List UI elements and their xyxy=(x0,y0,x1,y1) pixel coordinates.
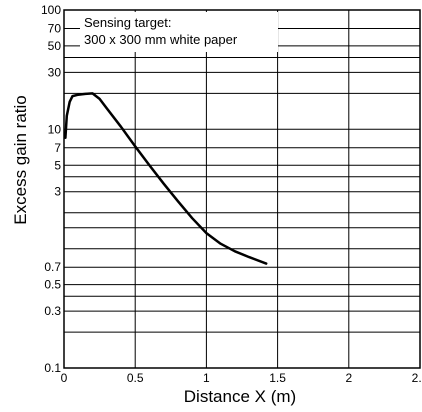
series-layer xyxy=(64,92,268,265)
x-tick-label: 2 xyxy=(345,371,352,385)
y-tick-label: 7 xyxy=(54,141,61,155)
x-tick-label: 0.5 xyxy=(127,371,144,385)
y-tick-label: 100 xyxy=(41,3,61,17)
plot-border xyxy=(63,9,421,369)
y-tick-label: 10 xyxy=(48,122,62,136)
annotation-line-1: Sensing target: xyxy=(84,15,171,30)
x-tick-label: 2.5 xyxy=(412,371,422,385)
plot-frame xyxy=(63,9,421,369)
y-tick-label: 0.1 xyxy=(44,361,61,375)
y-tick-label: 5 xyxy=(54,158,61,172)
tick-labels: 0 0.5 1 1.5 2 2.5 0.1 0.3 0.5 0.7 3 5 7 10 30 50 70 100 xyxy=(41,3,422,385)
y-tick-label: 0.3 xyxy=(44,304,61,318)
y-tick-label: 30 xyxy=(48,65,62,79)
grid-lines xyxy=(63,9,421,369)
y-tick-label: 50 xyxy=(48,39,62,53)
y-tick-label: 3 xyxy=(54,185,61,199)
y-axis-title: Excess gain ratio xyxy=(11,95,30,224)
series-line xyxy=(64,92,268,265)
x-axis-title: Distance X (m) xyxy=(184,387,296,406)
y-tick-label: 70 xyxy=(48,21,62,35)
x-tick-label: 1.5 xyxy=(269,371,286,385)
x-tick-label: 1 xyxy=(203,371,210,385)
x-tick-label: 0 xyxy=(61,371,68,385)
y-tick-label: 0.7 xyxy=(44,260,61,274)
y-tick-label: 0.5 xyxy=(44,278,61,292)
annotation-line-2: 300 x 300 mm white paper xyxy=(84,32,238,47)
annotation-box xyxy=(80,12,278,52)
